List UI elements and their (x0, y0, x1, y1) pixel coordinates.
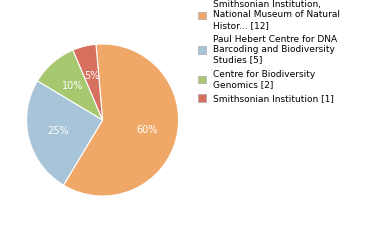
Text: 5%: 5% (84, 71, 99, 81)
Wedge shape (38, 50, 103, 120)
Wedge shape (27, 81, 103, 185)
Text: 10%: 10% (62, 81, 83, 90)
Wedge shape (63, 44, 179, 196)
Text: 60%: 60% (136, 125, 158, 135)
Legend: Smithsonian Institution,
National Museum of Natural
Histor... [12], Paul Hebert : Smithsonian Institution, National Museum… (198, 0, 340, 103)
Text: 25%: 25% (48, 126, 69, 136)
Wedge shape (73, 44, 103, 120)
